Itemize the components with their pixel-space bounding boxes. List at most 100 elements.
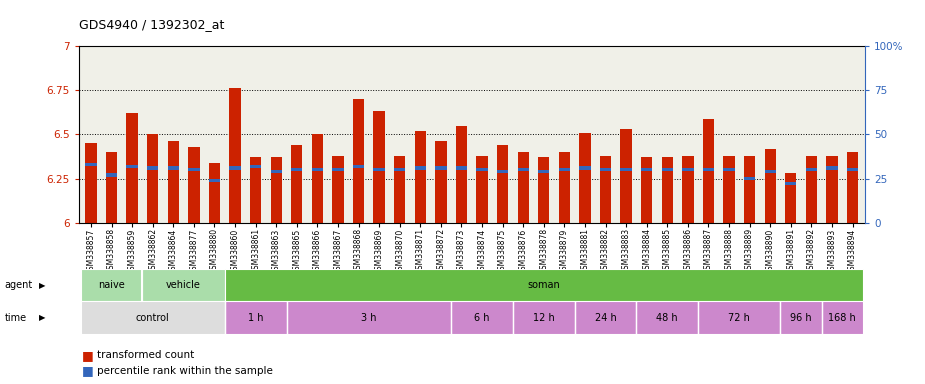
Bar: [476, 168, 487, 171]
Bar: [436, 166, 447, 170]
Bar: [600, 168, 611, 171]
Text: 1 h: 1 h: [248, 313, 264, 323]
Bar: [332, 156, 343, 223]
Text: 24 h: 24 h: [595, 313, 616, 323]
Bar: [332, 168, 343, 171]
Bar: [806, 156, 817, 223]
Bar: [723, 156, 734, 223]
Bar: [765, 170, 776, 173]
Bar: [559, 168, 570, 171]
Bar: [661, 168, 673, 171]
Text: naive: naive: [98, 280, 125, 290]
Bar: [80, 269, 142, 301]
Bar: [291, 145, 302, 223]
Text: ■: ■: [81, 364, 93, 377]
Bar: [456, 166, 467, 170]
Bar: [188, 168, 200, 171]
Bar: [636, 301, 698, 334]
Bar: [394, 156, 405, 223]
Bar: [229, 88, 241, 223]
Bar: [85, 163, 96, 166]
Bar: [476, 156, 487, 223]
Bar: [683, 168, 694, 171]
Bar: [127, 165, 138, 168]
Bar: [600, 156, 611, 223]
Bar: [142, 269, 225, 301]
Text: 72 h: 72 h: [728, 313, 750, 323]
Bar: [723, 168, 734, 171]
Bar: [105, 152, 117, 223]
Bar: [559, 152, 570, 223]
Text: control: control: [136, 313, 169, 323]
Text: 6 h: 6 h: [475, 313, 490, 323]
Bar: [352, 99, 364, 223]
Bar: [127, 113, 138, 223]
Bar: [683, 156, 694, 223]
Bar: [641, 157, 652, 223]
Text: 168 h: 168 h: [829, 313, 857, 323]
Bar: [513, 301, 574, 334]
Bar: [270, 157, 282, 223]
Bar: [821, 301, 863, 334]
Bar: [229, 166, 241, 170]
Bar: [847, 168, 858, 171]
Bar: [451, 301, 513, 334]
Bar: [80, 301, 225, 334]
Bar: [579, 132, 591, 223]
Bar: [847, 152, 858, 223]
Bar: [518, 168, 529, 171]
Bar: [456, 126, 467, 223]
Text: agent: agent: [5, 280, 33, 290]
Bar: [538, 157, 549, 223]
Text: soman: soman: [527, 280, 561, 290]
Text: ■: ■: [81, 349, 93, 362]
Bar: [785, 182, 796, 185]
Bar: [414, 166, 426, 170]
Bar: [497, 145, 508, 223]
Bar: [785, 173, 796, 223]
Bar: [291, 168, 302, 171]
Bar: [703, 119, 714, 223]
Text: vehicle: vehicle: [166, 280, 201, 290]
Bar: [105, 174, 117, 177]
Bar: [250, 157, 261, 223]
Bar: [826, 156, 838, 223]
Bar: [538, 170, 549, 173]
Text: 48 h: 48 h: [657, 313, 678, 323]
Text: ▶: ▶: [39, 313, 45, 322]
Bar: [287, 301, 451, 334]
Bar: [414, 131, 426, 223]
Bar: [312, 134, 323, 223]
Text: GDS4940 / 1392302_at: GDS4940 / 1392302_at: [79, 18, 224, 31]
Bar: [621, 168, 632, 171]
Text: 3 h: 3 h: [361, 313, 376, 323]
Bar: [167, 141, 179, 223]
Text: time: time: [5, 313, 27, 323]
Text: 12 h: 12 h: [533, 313, 555, 323]
Bar: [744, 156, 756, 223]
Bar: [374, 168, 385, 171]
Text: ▶: ▶: [39, 281, 45, 290]
Bar: [312, 168, 323, 171]
Bar: [147, 134, 158, 223]
Text: transformed count: transformed count: [97, 350, 194, 360]
Bar: [698, 301, 781, 334]
Bar: [621, 129, 632, 223]
Bar: [574, 301, 636, 334]
Bar: [518, 152, 529, 223]
Bar: [765, 149, 776, 223]
Bar: [661, 157, 673, 223]
Bar: [744, 177, 756, 180]
Bar: [209, 179, 220, 182]
Bar: [806, 168, 817, 171]
Bar: [497, 170, 508, 173]
Bar: [579, 166, 591, 170]
Bar: [188, 147, 200, 223]
Bar: [641, 168, 652, 171]
Bar: [374, 111, 385, 223]
Bar: [270, 170, 282, 173]
Bar: [209, 163, 220, 223]
Bar: [250, 165, 261, 168]
Text: 96 h: 96 h: [790, 313, 812, 323]
Text: percentile rank within the sample: percentile rank within the sample: [97, 366, 273, 376]
